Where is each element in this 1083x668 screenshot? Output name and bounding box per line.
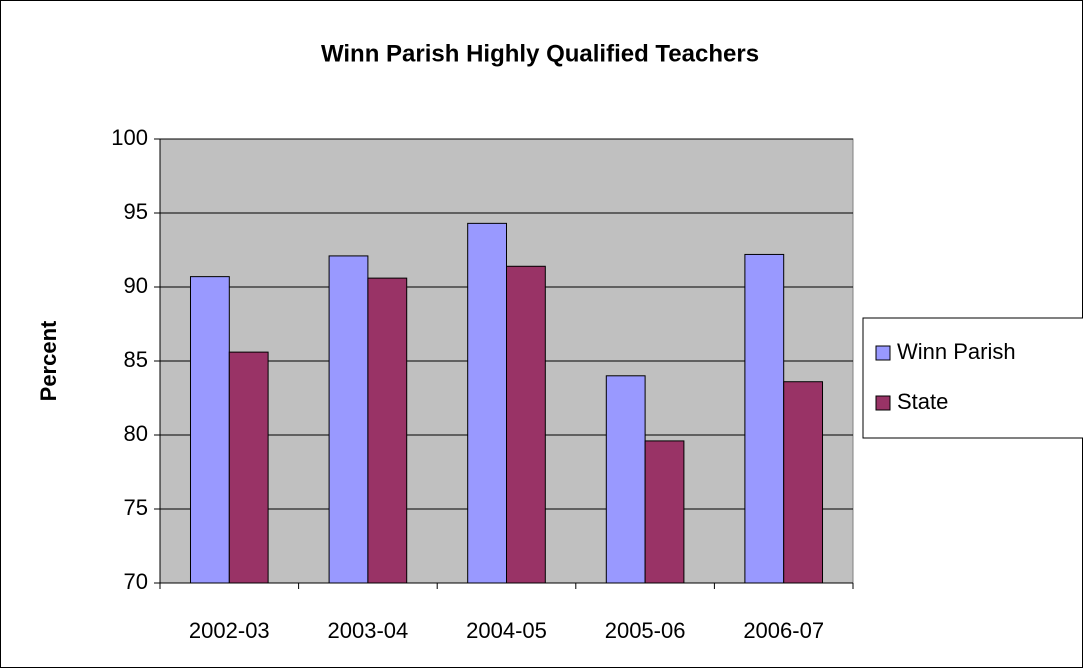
- x-tick-label: 2005-06: [605, 618, 686, 643]
- bar: [605, 375, 646, 584]
- legend-label: Winn Parish: [897, 339, 1016, 364]
- x-tick-label: 2002-03: [189, 618, 270, 643]
- bar: [467, 222, 507, 584]
- y-tick-label: 80: [124, 421, 148, 446]
- bar: [189, 276, 230, 584]
- legend-label: State: [897, 389, 948, 414]
- y-axis-label: Percent: [36, 320, 61, 401]
- chart-title: Winn Parish Highly Qualified Teachers: [321, 40, 759, 67]
- bar: [328, 255, 369, 584]
- bar: [367, 277, 408, 584]
- y-tick-label: 75: [124, 495, 148, 520]
- y-tick-label: 70: [124, 569, 148, 594]
- x-tick-label: 2004-05: [466, 618, 547, 643]
- bar: [228, 351, 269, 584]
- bar: [783, 381, 824, 584]
- y-tick-label: 90: [124, 273, 148, 298]
- y-tick-label: 85: [124, 347, 148, 372]
- x-tick-label: 2006-07: [743, 618, 824, 643]
- legend-swatch: [875, 395, 891, 411]
- x-tick-label: 2003-04: [328, 618, 409, 643]
- y-tick-label: 100: [111, 125, 148, 150]
- y-tick-label: 95: [124, 199, 148, 224]
- bar: [644, 440, 685, 584]
- bar: [506, 265, 546, 584]
- legend-box: [862, 317, 1083, 439]
- legend-swatch: [875, 345, 891, 361]
- bar: [744, 253, 785, 584]
